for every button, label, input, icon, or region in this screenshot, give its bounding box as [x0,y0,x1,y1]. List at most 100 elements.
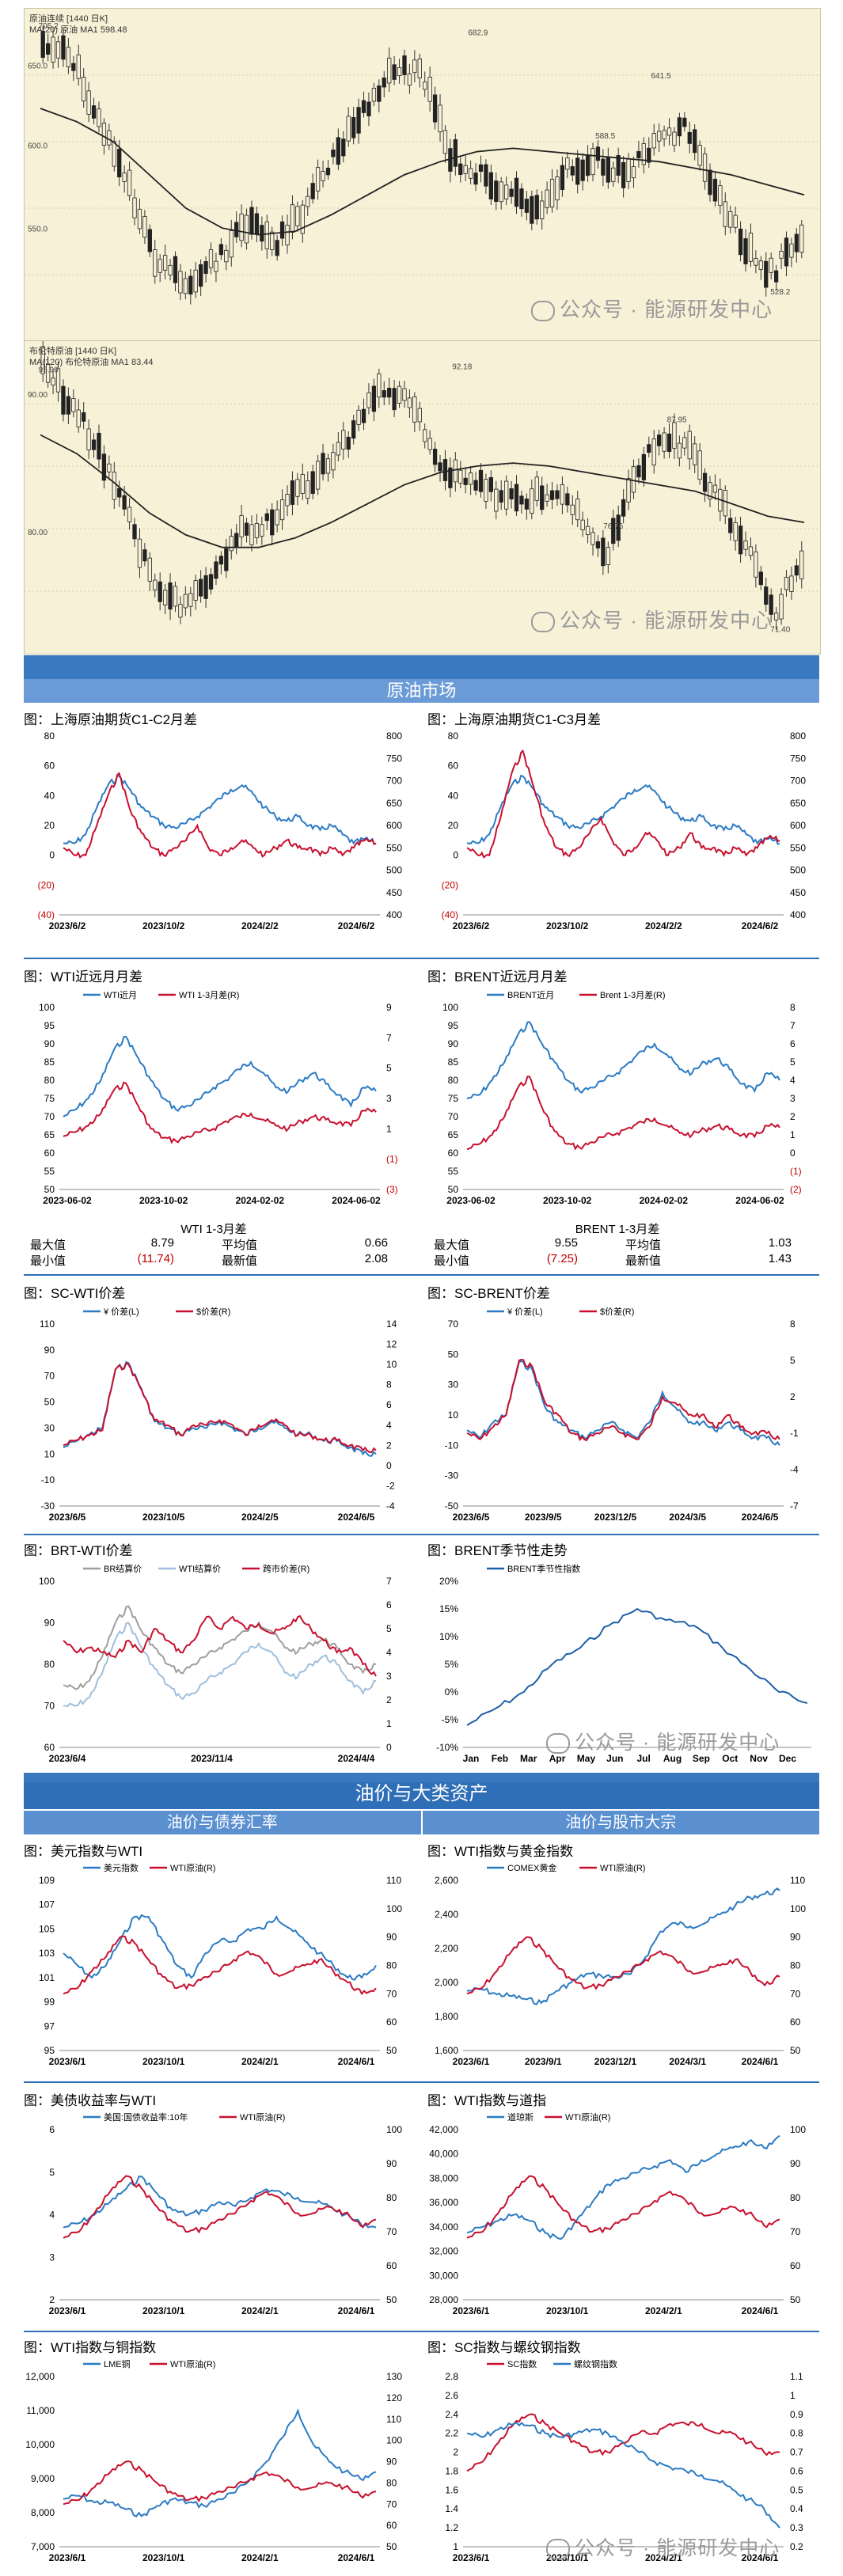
y-tick-label: 8 [386,1379,392,1390]
candle-body [208,574,214,590]
y-tick-label: 70 [386,1988,397,1999]
y-tick-label: 110 [40,1318,55,1330]
candle-body [218,556,224,565]
candle-body [647,444,651,453]
candle-body [178,271,183,294]
candle-body [616,155,621,176]
candle-body [86,90,91,115]
y-tick-label: 28,000 [429,2294,458,2305]
candle-body [458,469,463,484]
candle-body [254,213,260,235]
candle-body [341,138,346,157]
candle-body [641,453,647,480]
candle-body [336,442,341,456]
candle-body [315,461,321,490]
y-tick-label: 400 [790,909,806,920]
y-tick-label: 20 [44,820,55,831]
candle-body [677,117,682,137]
y-tick-label: 550.0 [28,225,47,233]
chart-c8: 20% 15% 10% 5% 0% -5% -10% Jan Feb Mar Apr May Jun Ju… [436,1563,811,1764]
x-tick-label: 2024/4/4 [338,1753,375,1764]
candle-body [112,472,116,500]
candle-body [402,55,407,75]
candle-body [315,167,321,192]
stat-label: 最新值 [222,1254,258,1268]
x-tick-label: 2023-10-02 [543,1195,592,1206]
y-tick-label: -2 [386,1480,395,1491]
candle-body [748,233,754,262]
x-tick-label: Oct [722,1753,738,1764]
x-tick-label: Aug [663,1753,682,1764]
y-tick-label: 20% [439,1576,458,1587]
candle-body [672,131,677,146]
series-line [63,1914,377,1981]
y-tick-label: -10 [41,1474,55,1485]
chart-title: 图：上海原油期货C1-C3月差 [427,712,602,727]
watermark: 公众号 · 能源研发中心 [546,2532,780,2561]
watermark: 公众号 · 能源研发中心 [546,1727,780,1755]
candle-body [55,41,61,59]
candle-body [488,476,494,492]
y-tick-label: 90 [448,1038,459,1049]
candle-body [723,201,727,227]
y-tick-label: 0.4 [790,2503,803,2514]
chart-c9: 109 107 105 103 101 99 97 95 110 100 90 80 70 60 50 202… [39,1862,402,2067]
y-tick-label: 100 [790,1903,806,1914]
candle-body [178,604,183,618]
y-tick-label: 30 [448,1379,459,1390]
candle-body [514,484,519,512]
y-tick-label: 60 [386,2016,397,2028]
candle-body [270,231,275,250]
candle-body [112,141,116,167]
candle-body [224,548,229,571]
candle-body [636,465,641,478]
stat-label: 最新值 [625,1254,662,1268]
candle-body [626,158,631,182]
y-tick-label: 50 [448,1349,459,1360]
candle-body [142,216,147,238]
candle-body [585,154,590,176]
candle-body [570,166,575,176]
y-tick-label: 60 [386,2520,397,2531]
candle-body [306,480,310,499]
y-tick-label: 2 [386,1440,392,1451]
candle-body [672,422,677,449]
candle-body [442,459,448,481]
stat-label: 最大值 [434,1239,470,1252]
y-tick-label: 0.2 [790,2541,803,2552]
chart-title: 图：WTI近远月月差 [24,969,143,984]
stat-label: 最小值 [434,1254,470,1268]
y-tick-label: 650 [386,798,402,809]
candle-body [346,436,351,450]
y-tick-label: 5 [790,1355,796,1366]
x-tick-label: 2023/10/1 [142,2305,185,2316]
y-tick-label: (3) [386,1184,398,1195]
y-tick-label: 2,600 [435,1875,458,1886]
y-tick-label: 34,000 [429,2221,458,2233]
candle-body [524,199,530,213]
x-tick-label: Sep [693,1753,710,1764]
chart-title: 图：SC指数与螺纹钢指数 [427,2340,581,2355]
y-tick-label: 3 [790,1093,796,1104]
y-tick-label: 60 [448,1148,459,1159]
candle-body [198,579,203,597]
candle-body [239,213,244,241]
x-tick-label: 2023/10/2 [142,920,185,931]
y-tick-label: -1 [790,1428,799,1439]
brent-stats-title: BRENT 1-3月差 [575,1223,660,1236]
section-banner [24,655,819,679]
x-tick-label: 2024-06-02 [332,1195,381,1206]
stat-value: 1.03 [768,1236,792,1250]
y-tick-label: 105 [39,1923,55,1934]
candle-body [402,388,407,401]
y-tick-label: 1 [790,2390,796,2401]
y-tick-label: 1 [386,1123,392,1134]
candle-body [697,145,702,166]
candle-body [509,188,514,197]
candle-body [45,43,51,55]
section-subtitles: 油价与债券汇率 油价与股市大宗 [24,1811,819,1834]
y-tick-label: 10% [439,1631,458,1642]
y-tick-label: (20) [38,879,55,890]
candle-body [371,385,377,412]
candle-body [361,408,366,423]
